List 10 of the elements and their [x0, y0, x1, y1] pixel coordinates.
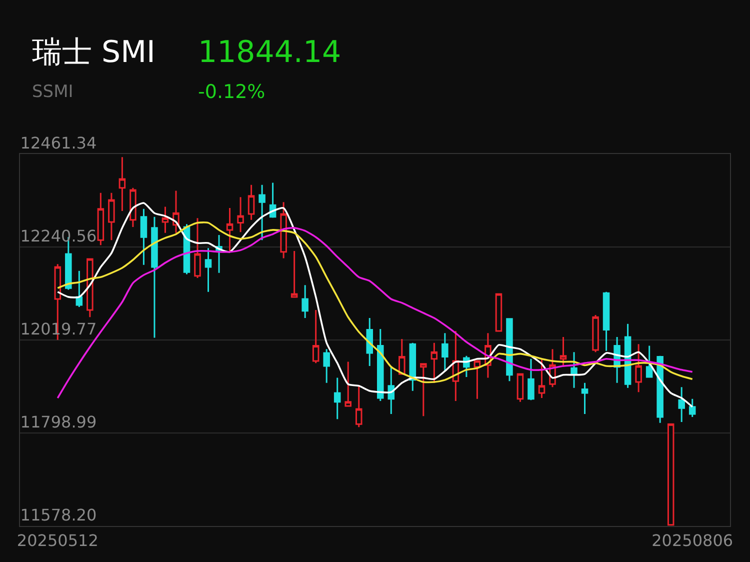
x-tick-label: 20250512 [16, 531, 98, 550]
y-tick-label: 11798.99 [20, 412, 97, 432]
text: 11844.14 [198, 35, 342, 70]
chart-subtitle: SSMI [32, 82, 74, 102]
chart-title: 瑞士 SMI [32, 35, 156, 70]
y-tick-label: 12461.34 [20, 133, 97, 152]
x-tick-label: 20250806 [652, 531, 734, 550]
text: -0.12% [198, 81, 266, 103]
y-tick-label: 12240.56 [20, 226, 97, 246]
y-tick-label: 11578.20 [20, 505, 97, 524]
